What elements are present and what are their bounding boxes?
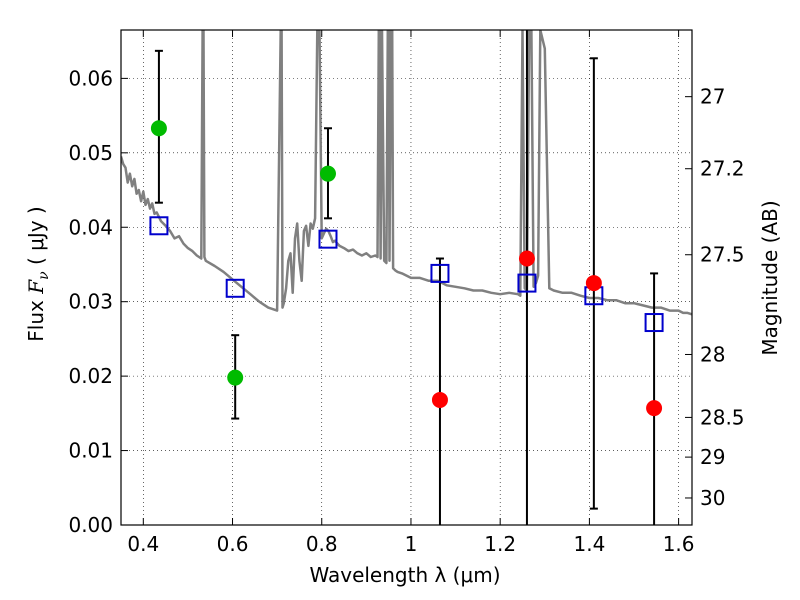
detected-point: [227, 369, 244, 386]
low-sn-point: [646, 400, 663, 417]
model-point: [517, 273, 537, 293]
y-tick-label: 0.03: [68, 290, 113, 314]
x-tick-label: 1: [405, 532, 418, 556]
mag-tick-label: 29: [700, 445, 725, 469]
mag-tick-label: 28.5: [700, 405, 745, 429]
y-tick-label: 0.04: [68, 215, 113, 239]
grid: [121, 30, 692, 525]
y-axis-label-unit: ( μJy ): [24, 206, 48, 271]
model-point: [318, 229, 338, 249]
right-axis-label: Magnitude (AB): [758, 200, 782, 355]
mag-tick-label: 27.5: [700, 243, 745, 267]
y-tick-label: 0.01: [68, 439, 113, 463]
x-tick-label: 0.6: [217, 532, 249, 556]
y-axis-label: Flux Fν ( μJy ): [24, 206, 52, 341]
detected-point: [150, 120, 167, 137]
y-tick-label: 0.06: [68, 66, 113, 90]
plot-area: [121, 30, 692, 525]
mag-tick-label: 28: [700, 342, 725, 366]
y-axis-label-symbol: F: [24, 279, 48, 295]
detected-point: [319, 165, 336, 182]
y-tick-label: 0.05: [68, 141, 113, 165]
mag-tick-label: 27.2: [700, 157, 745, 181]
low-sn-point: [518, 250, 535, 267]
low-sn-point: [431, 391, 448, 408]
mag-tick-label: 27: [700, 85, 725, 109]
model-point: [225, 278, 245, 298]
x-tick-label: 0.8: [306, 532, 338, 556]
y-axis-label-prefix: Flux: [24, 294, 48, 342]
low-sn-point: [585, 275, 602, 292]
model-point: [149, 216, 169, 236]
mag-tick-label: 30: [700, 486, 725, 510]
model-point: [430, 263, 450, 283]
x-tick-label: 1.6: [663, 532, 695, 556]
x-tick-label: 1.4: [573, 532, 605, 556]
axis-ticks: 0.4 0.6 0.8 1 1.2 1.4 1.6 0.00 0.01 0.02 0.03 0.04 0…: [68, 30, 745, 556]
y-tick-label: 0.02: [68, 364, 113, 388]
x-tick-label: 1.2: [484, 532, 516, 556]
plot-frame: [120, 29, 693, 526]
model-point: [644, 313, 664, 333]
x-tick-label: 0.4: [127, 532, 159, 556]
y-axis-label-subscript: ν: [36, 271, 52, 280]
y-tick-label: 0.00: [68, 513, 113, 537]
x-axis-label: Wavelength λ (μm): [309, 563, 500, 587]
